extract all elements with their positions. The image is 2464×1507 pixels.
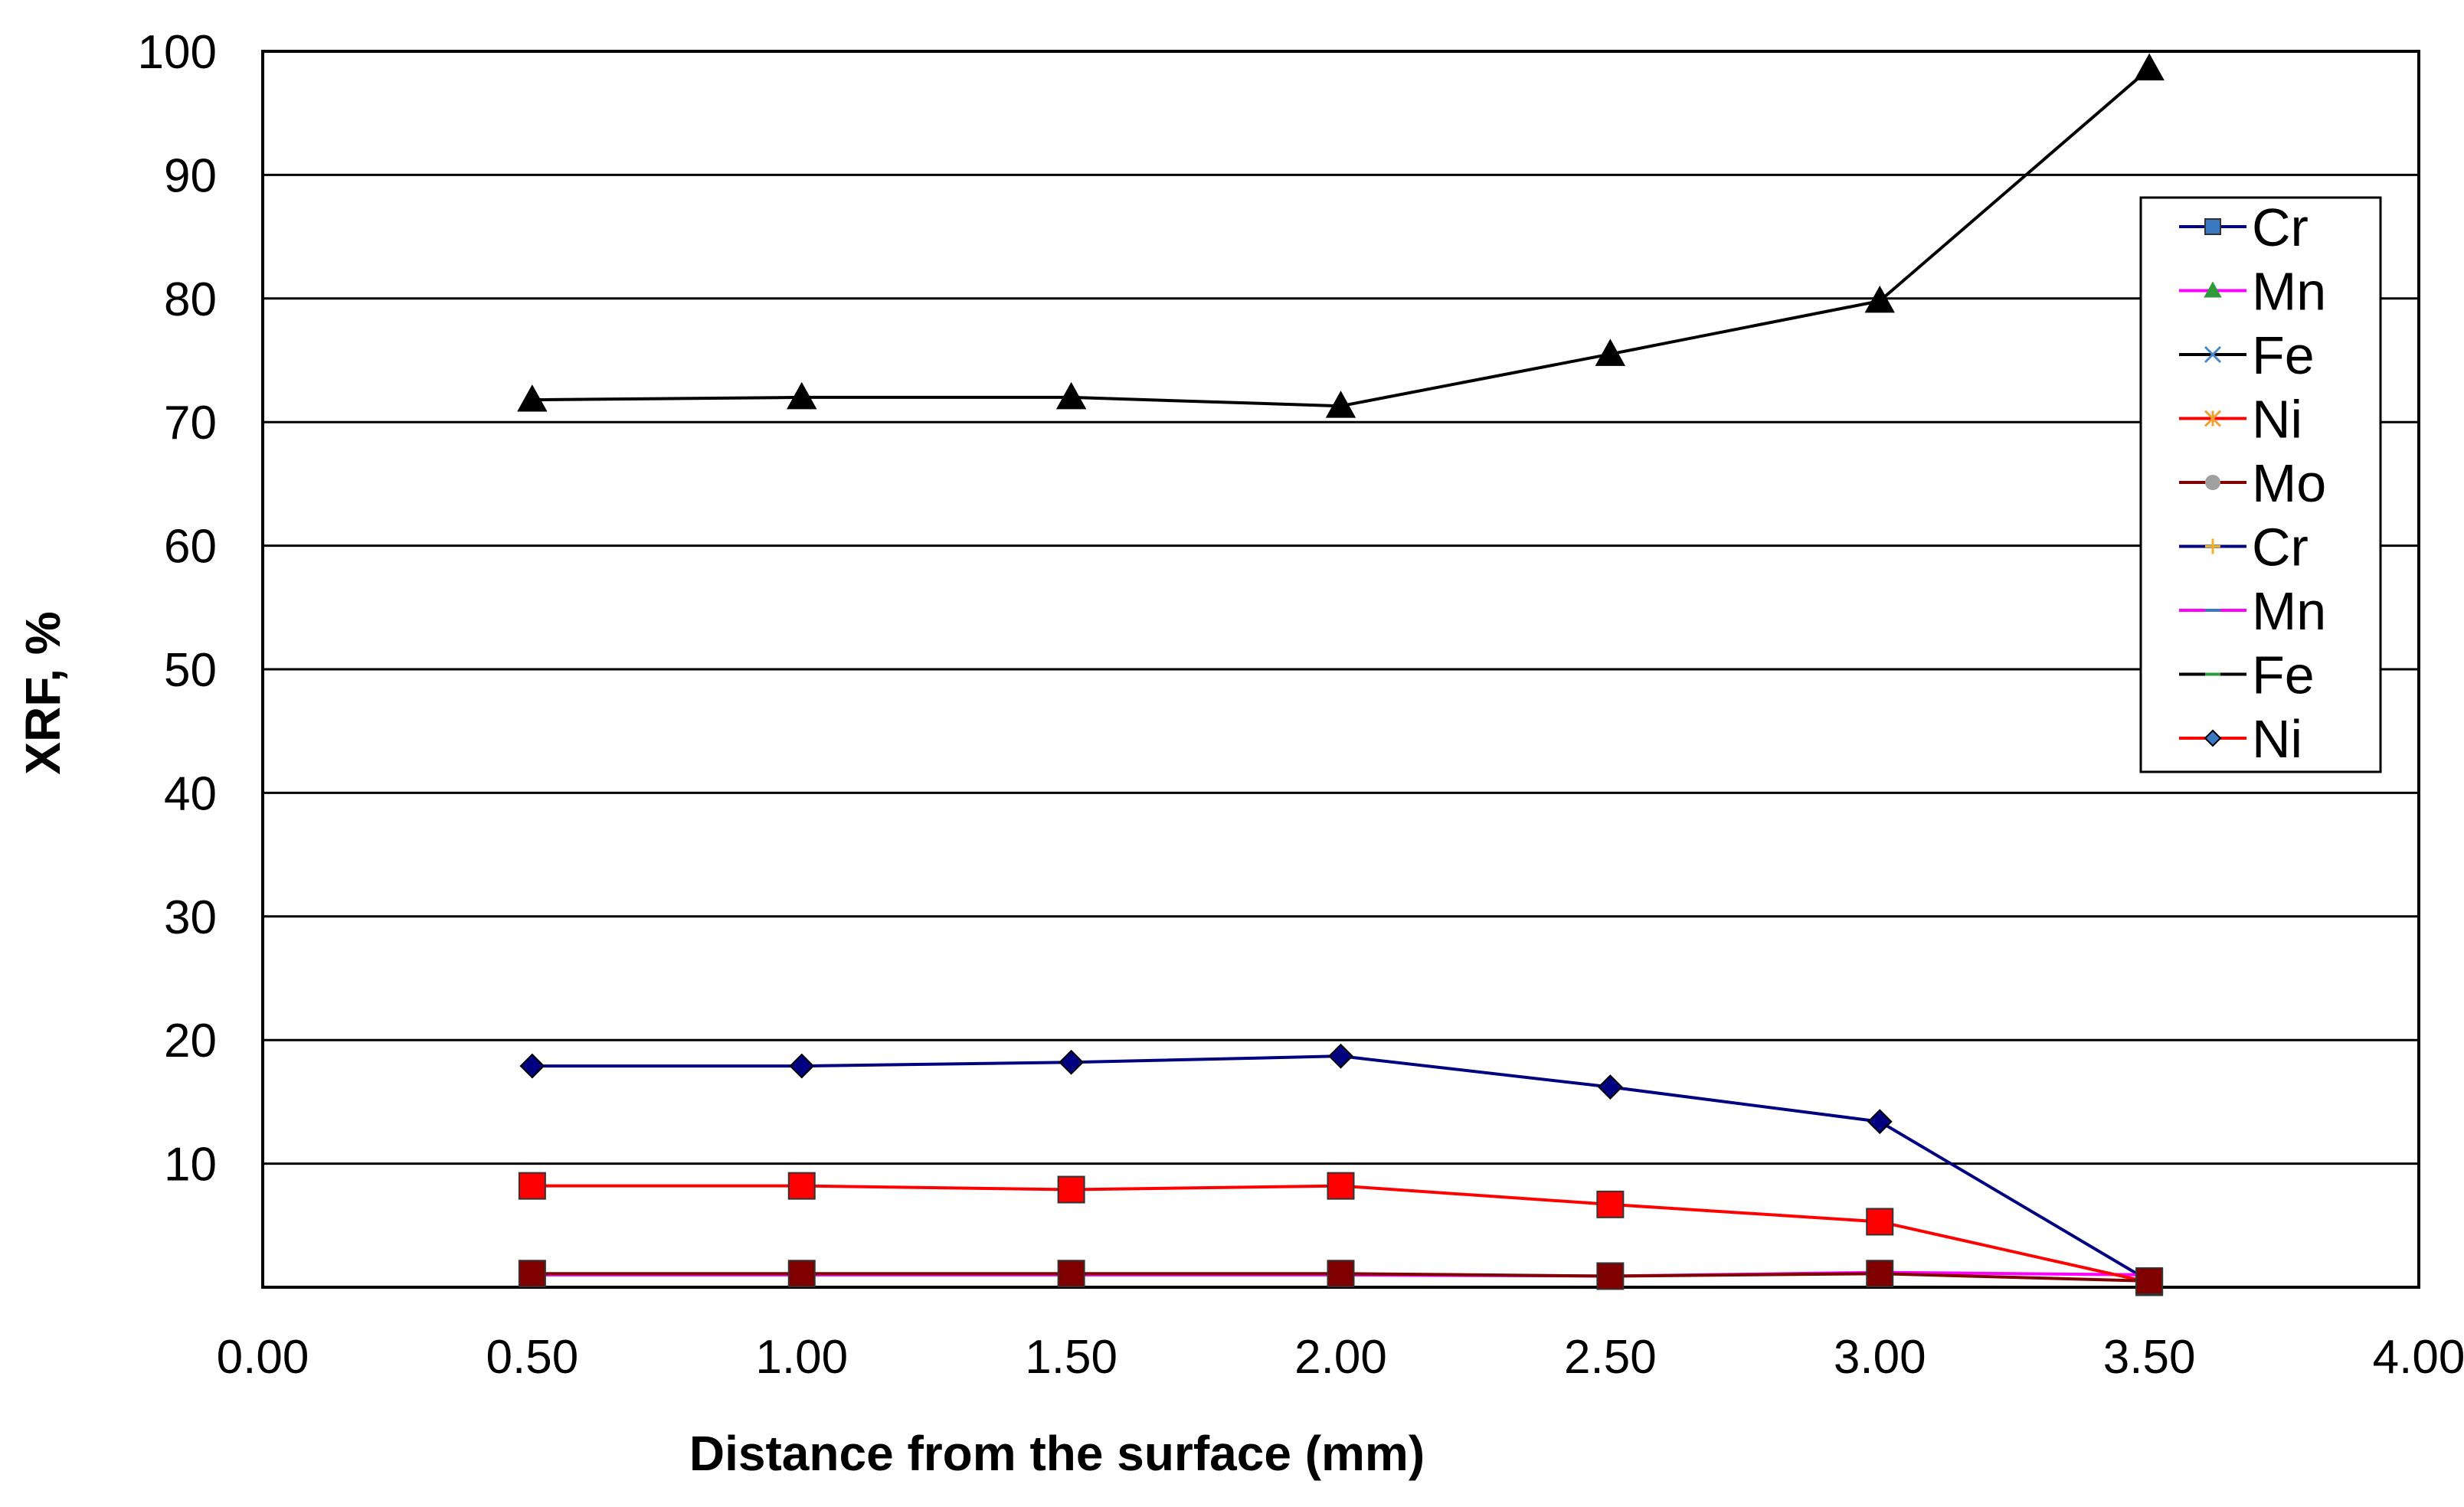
data-point-cr-3.00 xyxy=(1867,1109,1893,1135)
series-cr xyxy=(519,1043,2162,1294)
legend-marker-4 xyxy=(2204,410,2222,427)
legend-entry-8: Fe xyxy=(2179,646,2315,705)
y-tick-label-40: 40 xyxy=(164,767,217,820)
x-tick-label-2.50: 2.50 xyxy=(1564,1331,1657,1384)
x-tick-label-4.00: 4.00 xyxy=(2373,1331,2464,1384)
series-mo xyxy=(518,1260,2164,1295)
data-point-mo-2.50 xyxy=(1596,1262,1625,1290)
y-tick-label-50: 50 xyxy=(164,644,217,697)
legend-marker-6 xyxy=(2205,538,2220,554)
legend-entry-4: Ni xyxy=(2179,390,2302,449)
legend-marker-8 xyxy=(2205,672,2220,676)
x-tick-label-0.50: 0.50 xyxy=(486,1331,579,1384)
data-point-mo-1.00 xyxy=(787,1260,816,1288)
data-point-ni-1.00 xyxy=(787,1172,816,1200)
series-ni xyxy=(518,1172,2164,1296)
legend-box xyxy=(2139,196,2382,773)
data-point-fe-3.00 xyxy=(1864,285,1895,313)
data-point-ni-1.50 xyxy=(1057,1175,1085,1204)
data-point-ni-3.00 xyxy=(1866,1208,1894,1236)
legend-marker-1 xyxy=(2204,218,2221,235)
legend-label-2: Mn xyxy=(2252,262,2326,322)
x-tick-label-1.50: 1.50 xyxy=(1025,1331,1117,1384)
y-tick-label-20: 20 xyxy=(164,1015,217,1067)
legend-entry-6: Cr xyxy=(2179,518,2309,577)
data-point-ni-2.00 xyxy=(1327,1172,1355,1200)
legend-label-5: Mo xyxy=(2252,453,2326,513)
legend-marker-9 xyxy=(2204,729,2222,747)
legend-entry-9: Ni xyxy=(2179,709,2302,769)
legend-label-7: Mn xyxy=(2252,581,2326,641)
legend-entry-2: Mn xyxy=(2179,262,2326,322)
y-axis-title: XRF, % xyxy=(15,611,70,774)
y-tick-label-70: 70 xyxy=(164,397,217,449)
legend-label-6: Cr xyxy=(2252,518,2309,577)
x-tick-label-0.00: 0.00 xyxy=(217,1331,309,1384)
legend-label-4: Ni xyxy=(2252,390,2302,449)
legend-marker-7 xyxy=(2205,609,2220,612)
legend-marker-3 xyxy=(2204,345,2222,364)
legend-entry-7: Mn xyxy=(2179,581,2326,641)
data-point-fe-2.50 xyxy=(1595,338,1626,366)
legend-label-3: Fe xyxy=(2252,325,2315,385)
data-point-mo-3.00 xyxy=(1866,1260,1894,1288)
series-line-fe xyxy=(532,67,2151,408)
data-point-ni-0.50 xyxy=(518,1172,546,1200)
series-line-cr xyxy=(532,1054,2151,1283)
data-point-mo-1.50 xyxy=(1057,1260,1085,1288)
y-tick-label-90: 90 xyxy=(164,149,217,202)
legend-label-1: Cr xyxy=(2252,198,2309,257)
legend-marker-2 xyxy=(2204,281,2222,298)
x-tick-label-1.00: 1.00 xyxy=(755,1331,848,1384)
y-tick-label-60: 60 xyxy=(164,521,217,574)
data-point-cr-0.50 xyxy=(519,1053,545,1079)
legend-label-8: Fe xyxy=(2252,646,2315,705)
data-point-ni-2.50 xyxy=(1596,1190,1625,1218)
y-tick-label-100: 100 xyxy=(138,26,217,79)
x-tick-label-3.00: 3.00 xyxy=(1834,1331,1926,1384)
x-tick-label-3.50: 3.50 xyxy=(2103,1331,2196,1384)
x-tick-label-2.00: 2.00 xyxy=(1294,1331,1387,1384)
grid-layer xyxy=(263,173,2419,1165)
data-point-fe-1.50 xyxy=(1055,381,1087,410)
legend-marker-5 xyxy=(2205,475,2220,490)
series-layer xyxy=(517,53,2165,1296)
x-axis-title: Distance from the surface (mm) xyxy=(689,1426,1425,1481)
data-point-cr-2.00 xyxy=(1328,1043,1353,1069)
data-point-mo-0.50 xyxy=(518,1260,546,1288)
legend-entry-1: Cr xyxy=(2179,198,2309,257)
data-point-fe-2.00 xyxy=(1325,391,1356,418)
data-point-cr-1.50 xyxy=(1059,1049,1085,1075)
legend-entry-5: Mo xyxy=(2179,453,2326,513)
data-point-cr-2.50 xyxy=(1597,1074,1623,1100)
y-tick-label-80: 80 xyxy=(164,273,217,326)
data-point-fe-3.50 xyxy=(2134,53,2165,80)
legend-entry-3: Fe xyxy=(2179,325,2315,385)
series-fe xyxy=(517,53,2165,418)
data-point-cr-1.00 xyxy=(789,1053,815,1079)
data-point-fe-0.50 xyxy=(517,384,548,412)
y-tick-label-30: 30 xyxy=(164,891,217,944)
data-point-mo-3.50 xyxy=(2135,1267,2164,1295)
y-tick-label-10: 10 xyxy=(164,1139,217,1192)
tick-label-layer: 10 20 30 40 50 60 70 80 90 100 0.00 0.50 1.00 1.50 2.0… xyxy=(138,26,2464,1384)
data-point-fe-1.00 xyxy=(787,381,817,410)
data-point-mo-2.00 xyxy=(1327,1260,1355,1288)
legend-label-9: Ni xyxy=(2252,709,2302,769)
